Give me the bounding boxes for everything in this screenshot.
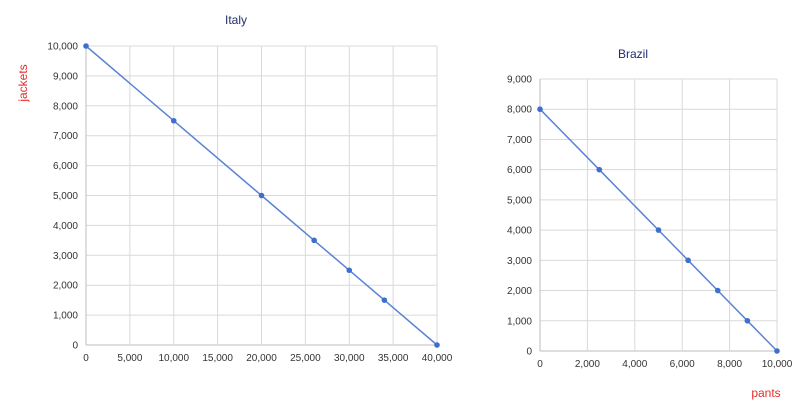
brazil-x-tick-label: 0	[537, 359, 543, 370]
brazil-data-point	[596, 166, 603, 173]
brazil-data-point	[774, 348, 780, 354]
brazil-y-tick-label: 8,000	[507, 105, 532, 116]
italy-x-tick-label: 35,000	[378, 353, 409, 364]
brazil-x-axis-label: pants	[751, 386, 780, 400]
italy-x-tick-label: 20,000	[246, 353, 277, 364]
brazil-series	[537, 106, 780, 354]
brazil-data-point	[655, 227, 662, 233]
italy-data-point	[83, 43, 89, 49]
brazil-y-tick-label: 6,000	[507, 165, 532, 176]
brazil-y-tick-label: 3,000	[507, 256, 532, 267]
italy-y-tick-label: 0	[72, 341, 78, 352]
brazil-x-tick-label: 8,000	[717, 359, 742, 370]
italy-y-tick-label: 7,000	[53, 131, 78, 142]
brazil-chart: 0 1,000 2,000 3,000 4,000 5,000 6,000 7,000 8,00…	[507, 47, 793, 400]
brazil-y-tick-label: 1,000	[507, 316, 532, 327]
italy-x-tick-label: 40,000	[422, 353, 453, 364]
italy-series	[83, 43, 440, 348]
brazil-x-tick-label: 4,000	[622, 359, 647, 370]
brazil-data-point	[685, 257, 691, 264]
brazil-y-tick-label: 2,000	[507, 286, 532, 297]
italy-y-tick-labels: 0 1,000 2,000 3,000 4,000 5,000 6,000 7,000 8,00…	[47, 42, 78, 352]
italy-data-point	[381, 297, 388, 303]
italy-y-tick-label: 3,000	[53, 251, 78, 262]
italy-x-tick-label: 0	[83, 353, 89, 364]
brazil-data-point	[744, 317, 751, 324]
italy-data-point	[311, 237, 317, 244]
brazil-gridlines	[539, 78, 778, 352]
brazil-data-point	[714, 287, 721, 294]
italy-y-tick-label: 5,000	[53, 191, 78, 202]
italy-y-tick-label: 8,000	[53, 101, 78, 112]
italy-x-tick-label: 10,000	[158, 353, 189, 364]
italy-y-tick-label: 4,000	[53, 221, 78, 232]
brazil-x-tick-labels: 0 2,000 4,000 6,000 8,000 10,000	[537, 359, 793, 370]
italy-y-tick-label: 6,000	[53, 161, 78, 172]
italy-x-tick-label: 5,000	[117, 353, 142, 364]
italy-data-point	[346, 267, 353, 274]
italy-y-tick-label: 9,000	[53, 71, 78, 82]
brazil-x-tick-label: 2,000	[575, 359, 600, 370]
italy-y-tick-label: 1,000	[53, 311, 78, 322]
italy-y-axis-label: jackets	[16, 64, 30, 102]
italy-x-tick-label: 15,000	[202, 353, 233, 364]
brazil-y-tick-label: 9,000	[507, 75, 532, 86]
brazil-x-tick-label: 6,000	[670, 359, 695, 370]
italy-chart-title: Italy	[225, 13, 247, 27]
italy-x-tick-labels: 0 5,000 10,000 15,000 20,000 25,000 30,000 35,0…	[83, 353, 453, 364]
italy-x-tick-label: 25,000	[290, 353, 321, 364]
brazil-data-point	[537, 106, 543, 113]
brazil-y-tick-labels: 0 1,000 2,000 3,000 4,000 5,000 6,000 7,000 8,00…	[507, 75, 532, 358]
brazil-y-tick-label: 4,000	[507, 226, 532, 237]
brazil-y-tick-label: 0	[526, 347, 532, 358]
brazil-y-tick-label: 5,000	[507, 195, 532, 206]
italy-y-tick-label: 2,000	[53, 281, 78, 292]
brazil-chart-title: Brazil	[618, 47, 648, 61]
italy-data-point	[170, 117, 177, 124]
italy-y-tick-label: 10,000	[47, 42, 78, 53]
italy-x-tick-label: 30,000	[334, 353, 365, 364]
brazil-y-tick-label: 7,000	[507, 135, 532, 146]
italy-data-point	[434, 342, 440, 348]
italy-data-point	[258, 192, 265, 199]
brazil-x-tick-label: 10,000	[762, 359, 793, 370]
italy-chart: 0 1,000 2,000 3,000 4,000 5,000 6,000 7,000 8,00…	[16, 13, 453, 364]
